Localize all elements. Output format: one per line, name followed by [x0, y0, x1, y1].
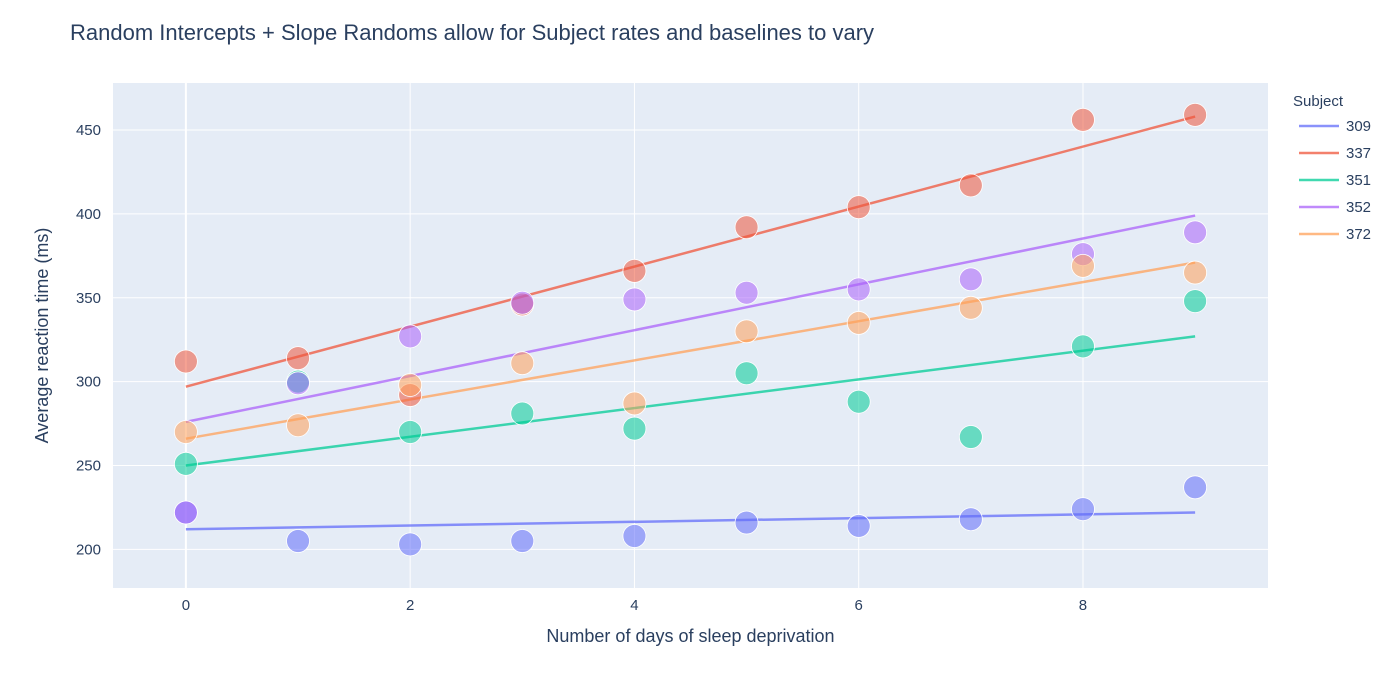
y-tick-label: 450: [76, 122, 101, 139]
x-tick-label: 0: [182, 597, 190, 614]
data-point-subject-309: [1183, 475, 1208, 500]
legend-label-subject-309: 309: [1346, 118, 1371, 135]
data-point-subject-309: [734, 510, 759, 535]
data-point-subject-337: [286, 346, 310, 371]
y-tick-label: 250: [76, 458, 101, 475]
data-point-subject-372: [958, 295, 983, 320]
y-tick-label: 300: [76, 374, 101, 391]
data-point-subject-337: [1183, 102, 1208, 127]
data-point-subject-352: [958, 267, 983, 292]
legend-title: Subject: [1293, 93, 1344, 110]
data-point-subject-309: [846, 514, 871, 538]
data-point-subject-372: [173, 420, 198, 444]
data-point-subject-337: [846, 195, 871, 220]
fit-line-subject-351: [185, 335, 1196, 467]
data-point-subject-351: [1071, 334, 1095, 359]
data-point-subject-372: [846, 311, 871, 335]
legend-label-subject-351: 351: [1346, 172, 1371, 189]
data-points: [173, 102, 1208, 557]
data-point-subject-352: [622, 287, 647, 312]
x-axis-title: Number of days of sleep deprivation: [546, 626, 834, 646]
data-point-subject-309: [510, 529, 535, 553]
data-point-subject-337: [734, 215, 759, 240]
data-point-subject-309: [958, 507, 983, 532]
data-point-subject-309: [622, 524, 647, 548]
data-point-subject-352: [286, 371, 310, 396]
fit-line-subject-372: [185, 261, 1196, 440]
data-point-subject-351: [398, 420, 423, 444]
data-point-subject-352: [173, 500, 198, 525]
legend-label-subject-372: 372: [1346, 226, 1371, 243]
y-axis-title: Average reaction time (ms): [32, 228, 52, 444]
data-point-subject-352: [398, 324, 423, 349]
data-point-subject-352: [734, 280, 759, 305]
fit-line-subject-337: [185, 115, 1196, 388]
data-point-subject-372: [1071, 253, 1095, 278]
x-tick-label: 2: [406, 597, 414, 614]
tick-labels: 200 250 300 350 400 450 0 2 4 6 8: [76, 122, 1087, 614]
plot-area: [113, 83, 1268, 588]
y-tick-label: 400: [76, 206, 101, 223]
data-point-subject-372: [1183, 260, 1208, 285]
x-tick-label: 8: [1079, 597, 1087, 614]
x-tick-label: 4: [630, 597, 638, 614]
data-point-subject-309: [1071, 497, 1095, 522]
data-point-subject-372: [510, 351, 535, 376]
legend-label-subject-337: 337: [1346, 145, 1371, 162]
data-point-subject-309: [286, 529, 310, 553]
chart-title: Random Intercepts + Slope Randoms allow …: [70, 20, 875, 45]
data-point-subject-372: [622, 391, 647, 416]
x-tick-label: 6: [855, 597, 863, 614]
data-point-subject-352: [1183, 220, 1208, 245]
data-point-subject-337: [173, 349, 198, 374]
data-point-subject-372: [734, 319, 759, 344]
data-point-subject-352: [510, 290, 535, 315]
data-point-subject-372: [398, 373, 423, 397]
data-point-subject-309: [398, 532, 423, 557]
data-point-subject-351: [173, 451, 198, 476]
legend-label-subject-352: 352: [1346, 199, 1371, 216]
data-point-subject-351: [510, 401, 535, 426]
fit-line-subject-309: [185, 511, 1196, 531]
data-point-subject-337: [622, 259, 647, 283]
data-point-subject-352: [846, 277, 871, 302]
data-point-subject-351: [958, 425, 983, 449]
data-point-subject-351: [622, 416, 647, 441]
data-point-subject-337: [958, 173, 983, 198]
legend: Subject 309 337 351 352 372: [1293, 93, 1371, 243]
fit-lines: [185, 115, 1196, 531]
data-point-subject-351: [734, 361, 759, 386]
y-tick-label: 200: [76, 541, 101, 558]
data-point-subject-351: [846, 389, 871, 414]
data-point-subject-351: [1183, 289, 1208, 314]
data-point-subject-337: [1071, 108, 1095, 132]
fit-line-subject-352: [185, 214, 1196, 424]
data-point-subject-372: [286, 413, 310, 438]
y-tick-label: 350: [76, 290, 101, 307]
